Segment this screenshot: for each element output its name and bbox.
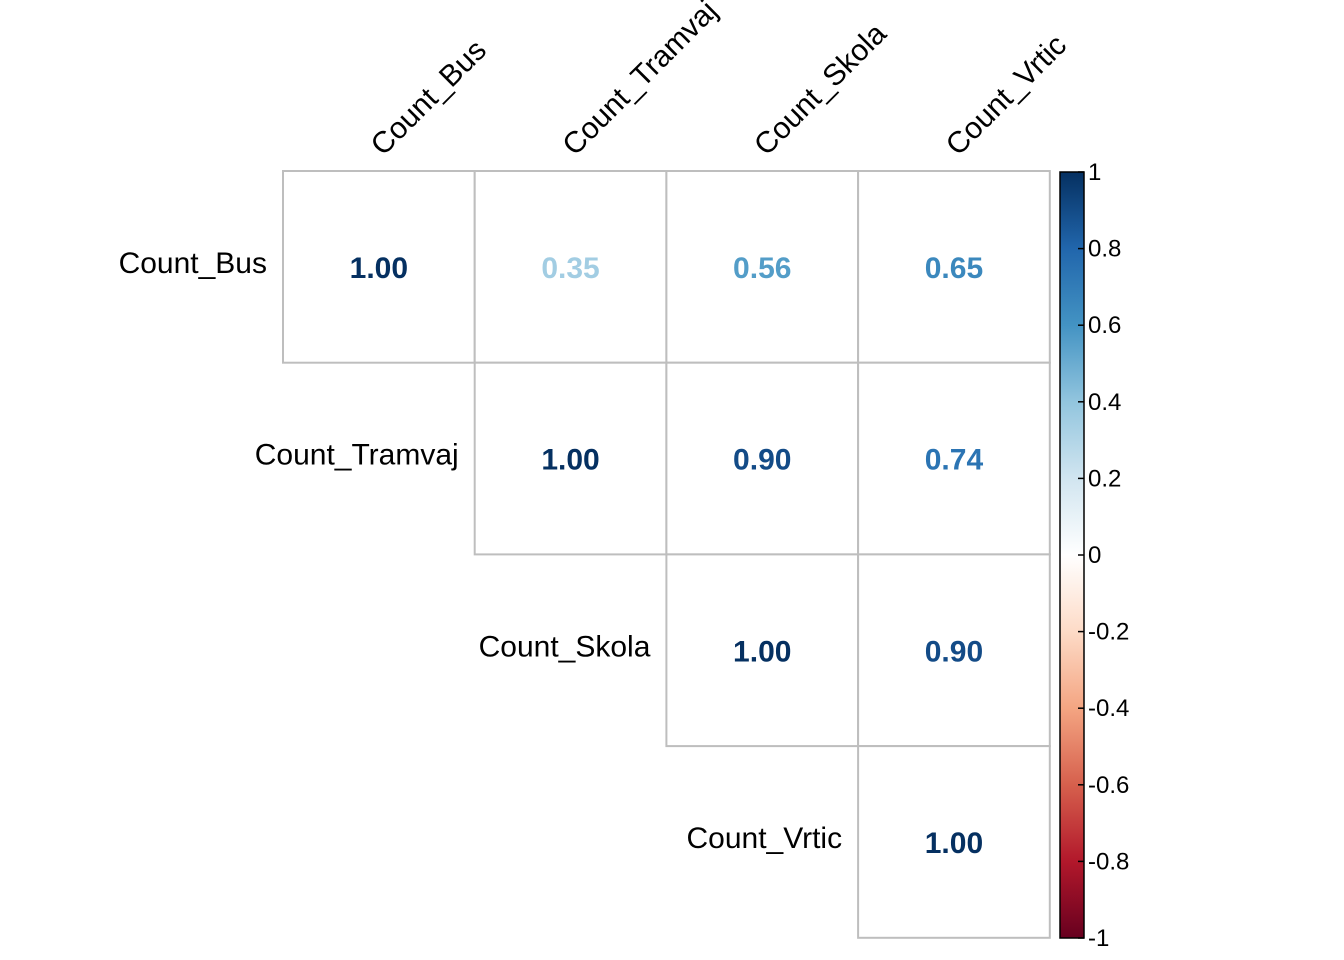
column-label: Count_Tramvaj xyxy=(556,0,724,162)
column-label: Count_Skola xyxy=(748,17,893,162)
color-legend: 1 0.8 0.6 0.4 0.2 0 -0.2 -0.4 -0.6 -0.8 -1 xyxy=(1059,159,1129,952)
matrix-cell: 1.00 xyxy=(665,553,860,748)
matrix-cell: 1.00 xyxy=(282,170,476,364)
cell-value-label: 1.00 xyxy=(541,444,599,477)
row-label: Count_Bus xyxy=(119,247,267,280)
cell-value-label: 0.74 xyxy=(925,444,984,477)
cell-border xyxy=(473,170,668,364)
cell-value-label: 0.56 xyxy=(733,252,791,285)
cell-border xyxy=(665,553,860,748)
cell-border xyxy=(857,745,1051,939)
matrix-cell: 0.65 xyxy=(857,170,1051,364)
matrix-cell: 0.90 xyxy=(665,361,860,556)
cell-border xyxy=(282,170,476,364)
correlation-matrix: 1.00 0.35 0.56 0.65 1.00 0.90 0.74 1.00 0.90 1.00 xyxy=(282,170,1051,939)
column-label: Count_Vrtic xyxy=(940,29,1073,162)
cell-value-label: 1.00 xyxy=(350,252,408,285)
cell-border xyxy=(857,170,1051,364)
cell-border xyxy=(665,170,860,364)
colorbar-tick-label: -0.2 xyxy=(1088,619,1129,646)
row-labels: Count_Bus Count_Tramvaj Count_Skola Count_V… xyxy=(119,247,843,855)
colorbar-tick-label: 0.4 xyxy=(1088,389,1121,416)
colorbar-tick-label: 0.8 xyxy=(1088,236,1121,263)
cell-value-label: 0.90 xyxy=(733,444,791,477)
row-label: Count_Tramvaj xyxy=(255,439,459,472)
colorbar-tick-label: -0.8 xyxy=(1088,848,1129,875)
matrix-cell: 1.00 xyxy=(473,361,668,556)
cell-value-label: 1.00 xyxy=(733,635,791,668)
colorbar-tick-label: -0.6 xyxy=(1088,772,1129,799)
column-labels: Count_Bus Count_Tramvaj Count_Skola Count_V… xyxy=(365,0,1073,162)
cell-value-label: 0.90 xyxy=(925,635,983,668)
colorbar-tick-label: 1 xyxy=(1088,159,1101,186)
colorbar-tick-label: 0.2 xyxy=(1088,465,1121,492)
row-label: Count_Vrtic xyxy=(686,822,842,855)
matrix-cell: 0.35 xyxy=(473,170,668,364)
cell-border xyxy=(473,361,668,556)
cell-border xyxy=(665,361,860,556)
matrix-cell: 1.00 xyxy=(857,745,1051,939)
row-label: Count_Skola xyxy=(479,630,651,663)
column-label: Count_Bus xyxy=(365,34,493,162)
colorbar-tick-label: 0 xyxy=(1088,542,1101,569)
matrix-cell: 0.74 xyxy=(857,361,1051,556)
cell-value-label: 1.00 xyxy=(925,827,983,860)
matrix-cell: 0.90 xyxy=(857,553,1051,748)
colorbar-tick-label: -1 xyxy=(1088,925,1109,952)
cell-value-label: 0.65 xyxy=(925,252,983,285)
matrix-cell: 0.56 xyxy=(665,170,860,364)
cell-value-label: 0.35 xyxy=(541,252,599,285)
colorbar-tick-label: -0.4 xyxy=(1088,695,1129,722)
colorbar-tick-label: 0.6 xyxy=(1088,312,1121,339)
